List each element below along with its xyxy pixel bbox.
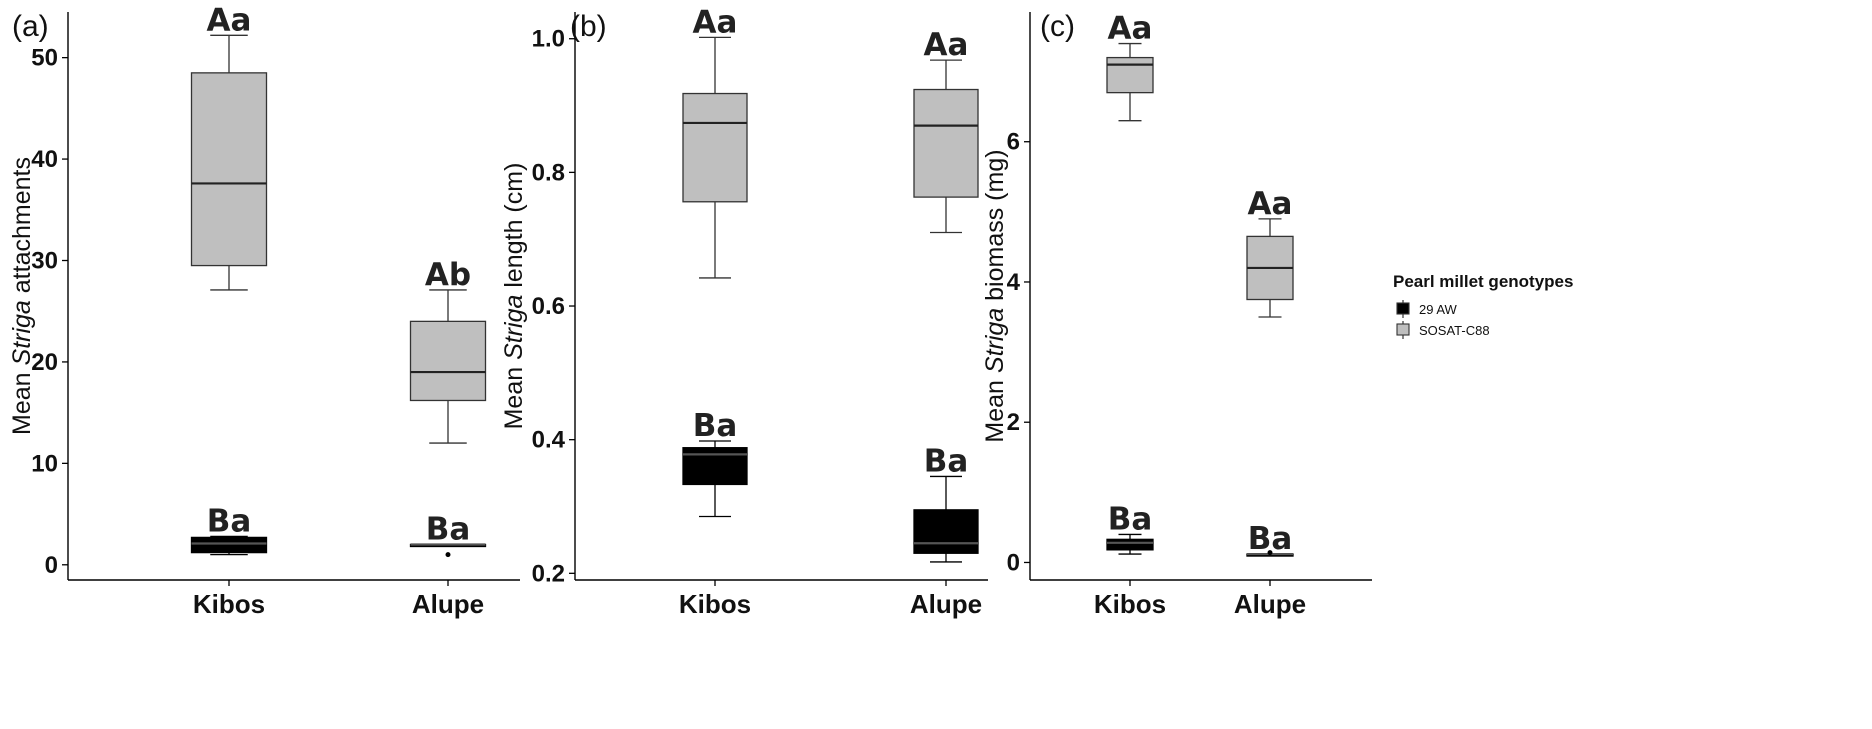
box-29aw-alupe: Ba <box>914 443 978 562</box>
significance-letter: Aa <box>1108 11 1153 47</box>
box-sosat-alupe: Ab <box>411 257 486 443</box>
y-tick-label: 0 <box>1007 549 1020 576</box>
box-iqr <box>1107 539 1153 550</box>
legend-title: Pearl millet genotypes <box>1393 272 1573 291</box>
box-sosat-alupe: Aa <box>914 27 978 232</box>
y-tick-label: 1.0 <box>532 26 565 53</box>
box-iqr <box>914 510 978 553</box>
significance-letter: Aa <box>693 4 738 40</box>
y-axis-title: Mean Striga length (cm) <box>500 163 528 430</box>
outlier-point <box>446 552 451 557</box>
panel-b: 0.2 0.4 0.6 0.8 1.0 Kibos Alupe Mean Striga len… <box>500 4 988 619</box>
box-29aw-alupe: Ba <box>411 512 486 558</box>
significance-letter: Aa <box>924 27 969 63</box>
box-sosat-kibos: Aa <box>1107 11 1153 121</box>
box-iqr <box>192 73 267 266</box>
y-axis-title: Mean Striga biomass (mg) <box>981 149 1009 442</box>
x-tick-label: Alupe <box>412 589 484 619</box>
y-tick-label: 0.4 <box>532 427 566 454</box>
box-iqr <box>683 94 747 202</box>
legend-key-box <box>1397 303 1409 314</box>
box-sosat-kibos: Aa <box>683 4 747 278</box>
box-sosat-alupe: Aa <box>1247 186 1293 317</box>
box-29aw-kibos: Ba <box>683 408 747 517</box>
panel-label: (b) <box>570 10 607 43</box>
box-iqr <box>411 321 486 400</box>
y-tick-label: 0 <box>45 552 58 579</box>
box-iqr <box>683 448 747 485</box>
significance-letter: Ba <box>207 503 252 539</box>
legend-item: 29 AW <box>1397 300 1458 318</box>
legend-item: SOSAT-C88 <box>1397 321 1490 339</box>
legend-key-box <box>1397 324 1409 335</box>
y-tick-label: 0.8 <box>532 159 565 186</box>
significance-letter: Ba <box>693 408 738 444</box>
significance-letter: Ab <box>425 257 471 293</box>
significance-letter: Ba <box>924 443 969 479</box>
x-tick-label: Kibos <box>1094 589 1166 619</box>
y-axis-title: Mean Striga attachments <box>8 157 36 435</box>
legend-label: SOSAT-C88 <box>1419 323 1490 338</box>
box-iqr <box>1107 58 1153 93</box>
box-iqr <box>914 90 978 198</box>
legend-label: 29 AW <box>1419 302 1458 317</box>
panel-label: (a) <box>12 10 49 43</box>
box-29aw-kibos: Ba <box>1107 501 1153 554</box>
significance-letter: Ba <box>1248 521 1293 557</box>
box-sosat-kibos: Aa <box>192 2 267 290</box>
box-iqr <box>192 537 267 552</box>
x-tick-label: Alupe <box>1234 589 1306 619</box>
y-tick-label: 10 <box>31 450 58 477</box>
x-tick-label: Alupe <box>910 589 982 619</box>
panel-label: (c) <box>1040 10 1075 43</box>
y-tick-label: 0.6 <box>532 293 565 320</box>
y-tick-label: 50 <box>31 45 58 72</box>
box-29aw-alupe: Ba <box>1247 521 1293 557</box>
x-tick-label: Kibos <box>679 589 751 619</box>
x-tick-label: Kibos <box>193 589 265 619</box>
significance-letter: Ba <box>426 512 471 548</box>
y-tick-label: 0.2 <box>532 560 565 587</box>
significance-letter: Aa <box>207 2 252 38</box>
box-29aw-kibos: Ba <box>192 503 267 554</box>
significance-letter: Ba <box>1108 501 1153 537</box>
significance-letter: Aa <box>1248 186 1293 222</box>
legend: Pearl millet genotypes 29 AW SOSAT-C88 <box>1393 272 1573 339</box>
